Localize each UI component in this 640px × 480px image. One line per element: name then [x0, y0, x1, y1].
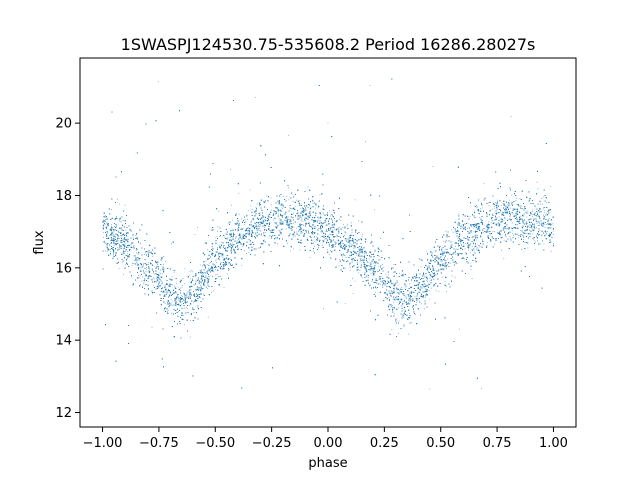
y-tick-label: 14	[55, 334, 72, 349]
y-axis-label: flux	[32, 230, 47, 254]
y-tick-label: 20	[55, 117, 72, 132]
x-tick-label: −1.00	[83, 436, 123, 451]
x-axis-ticks: −1.00 −0.75 −0.50 −0.25 0.00 0.25 0.50 0.75 1.00	[83, 427, 568, 451]
x-axis-label: phase	[308, 456, 347, 471]
x-tick-label: 0.25	[370, 436, 399, 451]
y-axis-ticks: 12 14 16 18 20	[55, 117, 80, 421]
y-tick-label: 12	[55, 406, 72, 421]
chart-title: 1SWASPJ124530.75-535608.2 Period 16286.2…	[121, 35, 536, 54]
y-tick-label: 18	[55, 189, 72, 204]
y-tick-label: 16	[55, 261, 72, 276]
x-tick-label: −0.25	[252, 436, 292, 451]
x-tick-label: 0.50	[426, 436, 455, 451]
x-tick-label: 0.75	[483, 436, 512, 451]
x-tick-label: −0.50	[195, 436, 235, 451]
x-tick-label: 0.00	[314, 436, 343, 451]
x-tick-label: −0.75	[139, 436, 179, 451]
x-tick-label: 1.00	[539, 436, 568, 451]
